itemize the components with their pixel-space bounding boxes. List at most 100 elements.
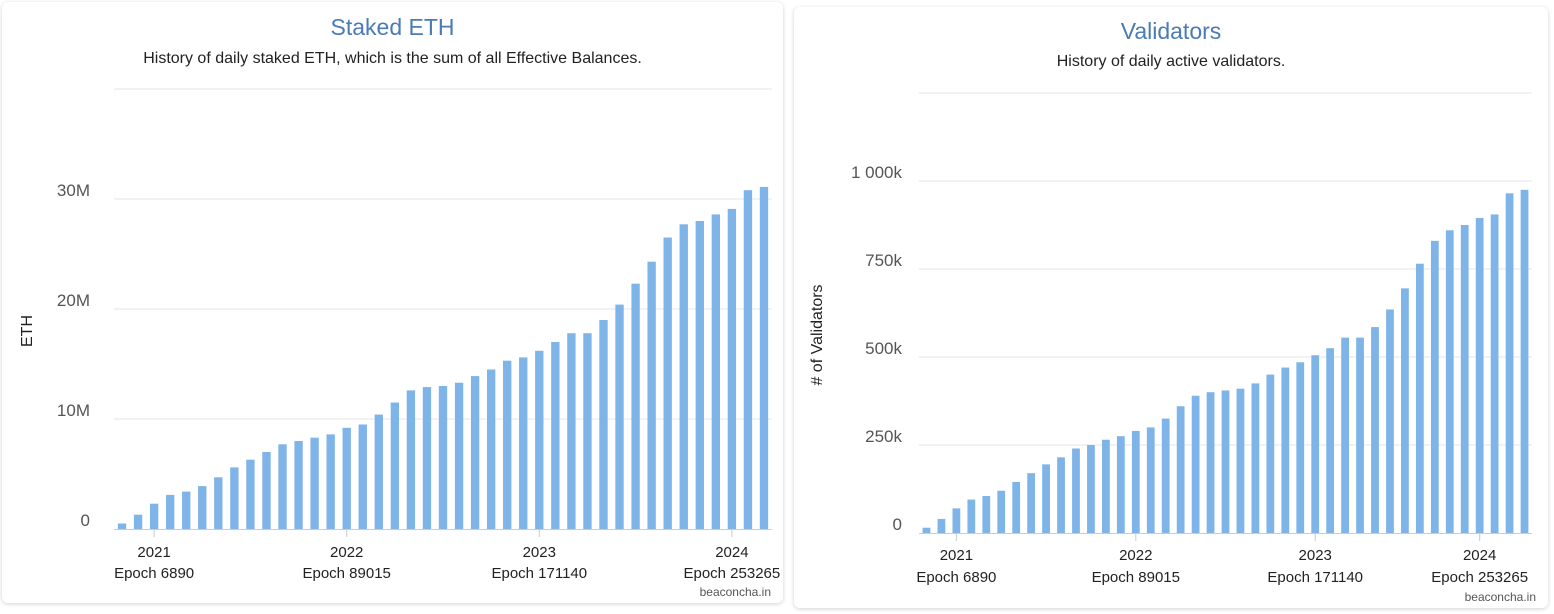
chart-bar xyxy=(214,477,223,529)
chart-bar xyxy=(1191,395,1200,533)
x-tick-year-label: 2024 xyxy=(715,544,748,561)
validators-chart-card: Validators History of daily active valid… xyxy=(794,7,1548,608)
chart-bar xyxy=(246,459,255,529)
chart-bar xyxy=(470,376,480,529)
chart-bar xyxy=(454,382,464,529)
chart-bar xyxy=(1430,240,1439,533)
y-tick-label: 0 xyxy=(893,515,902,534)
chart-bar xyxy=(133,514,143,529)
chart-bar xyxy=(1475,217,1484,533)
x-tick-epoch-label: Epoch 6890 xyxy=(916,569,996,586)
chart-bar xyxy=(1116,436,1125,533)
chart-bar xyxy=(262,452,271,529)
chart-bar xyxy=(599,320,608,529)
y-tick-label: 10M xyxy=(57,401,90,420)
x-tick-epoch-label: Epoch 89015 xyxy=(302,565,390,582)
chart-bar xyxy=(1251,383,1260,533)
chart-bar xyxy=(1176,406,1185,533)
chart-bar xyxy=(1415,263,1424,533)
chart-bar xyxy=(503,360,512,529)
chart-bar xyxy=(117,523,127,529)
chart-bar xyxy=(647,261,656,529)
chart-bar xyxy=(1236,388,1245,533)
chart-bar xyxy=(535,350,544,529)
chart-bar xyxy=(1131,430,1140,533)
chart-bar xyxy=(230,467,239,529)
chart-bar xyxy=(743,190,753,529)
chart-bar xyxy=(1445,230,1454,533)
chart-bar xyxy=(1371,327,1379,533)
chart-subtitle: History of daily staked ETH, which is th… xyxy=(143,50,642,67)
chart-bar xyxy=(1460,225,1469,533)
chart-bar xyxy=(1386,309,1394,533)
y-tick-label: 30M xyxy=(57,181,90,200)
chart-bar xyxy=(1102,439,1110,533)
chart-bar xyxy=(519,357,528,529)
chart-bar xyxy=(358,424,367,529)
y-tick-label: 750k xyxy=(865,251,902,270)
chart-bar xyxy=(1326,348,1335,533)
chart-bar xyxy=(631,283,640,529)
x-tick-year-label: 2021 xyxy=(940,547,973,564)
x-tick-year-label: 2022 xyxy=(330,544,363,561)
chart-bar xyxy=(922,527,931,533)
x-tick-epoch-label: Epoch 171140 xyxy=(491,565,587,582)
x-tick-year-label: 2023 xyxy=(523,544,556,561)
y-tick-label: 20M xyxy=(57,291,90,310)
chart-bar xyxy=(182,491,191,529)
chart-bar xyxy=(326,434,335,529)
chart-credit[interactable]: beaconcha.in xyxy=(699,585,771,599)
chart-bar xyxy=(310,437,319,529)
chart-bar xyxy=(1027,473,1036,533)
chart-bar xyxy=(1296,362,1305,533)
chart-bar xyxy=(374,414,383,529)
staked-eth-bar-chart: 0 10M 20M 30M 2021 Epoch 6890 2022 Epoch 89015 2… xyxy=(19,88,780,582)
chart-credit[interactable]: beaconcha.in xyxy=(1464,590,1536,604)
chart-bar xyxy=(583,333,592,529)
x-tick-epoch-label: Epoch 89015 xyxy=(1092,569,1180,586)
chart-bar xyxy=(1012,481,1021,533)
chart-bar xyxy=(294,441,303,529)
y-axis-title: ETH xyxy=(19,315,36,347)
chart-bar xyxy=(567,333,576,529)
chart-bar xyxy=(711,214,721,529)
x-tick-year-label: 2024 xyxy=(1463,547,1496,564)
chart-bar xyxy=(1146,427,1155,533)
chart-bar xyxy=(615,304,624,529)
chart-bar xyxy=(1341,337,1349,533)
y-axis-title: # of Validators xyxy=(809,284,826,385)
chart-bar xyxy=(438,386,448,529)
chart-bar xyxy=(149,503,159,529)
chart-bar xyxy=(278,444,287,529)
chart-bar xyxy=(982,496,991,533)
chart-title: Validators xyxy=(1120,18,1222,44)
chart-bar xyxy=(166,494,175,529)
chart-bar xyxy=(727,208,737,529)
chart-bar xyxy=(1356,337,1364,533)
chart-bar xyxy=(1057,457,1065,533)
chart-bar xyxy=(486,369,496,529)
chart-title: Staked ETH xyxy=(330,14,455,40)
chart-bar xyxy=(663,237,672,529)
x-tick-year-label: 2023 xyxy=(1299,547,1332,564)
chart-bar xyxy=(1266,374,1275,533)
staked-eth-chart-card: Staked ETH History of daily staked ETH, … xyxy=(2,2,783,603)
x-tick-epoch-label: Epoch 253265 xyxy=(1431,569,1528,586)
y-tick-label: 1 000k xyxy=(851,163,903,182)
chart-bar xyxy=(406,390,416,529)
x-tick-year-label: 2022 xyxy=(1119,547,1152,564)
chart-bar xyxy=(695,221,704,529)
y-tick-label: 500k xyxy=(865,339,902,358)
chart-bar xyxy=(551,342,560,529)
y-tick-label: 0 xyxy=(81,511,90,530)
chart-bar xyxy=(967,499,976,533)
x-tick-epoch-label: Epoch 171140 xyxy=(1267,569,1363,586)
chart-bar xyxy=(1206,392,1215,533)
chart-bar xyxy=(997,490,1006,533)
validators-bar-chart: 0 250k 500k 750k 1 000k 2021 Epoch 6890 2022 Epo… xyxy=(809,92,1532,586)
chart-subtitle: History of daily active validators. xyxy=(1056,53,1286,70)
chart-bar xyxy=(759,186,769,529)
x-tick-epoch-label: Epoch 6890 xyxy=(114,565,194,582)
chart-bar xyxy=(1087,445,1095,533)
chart-bar xyxy=(1490,214,1499,533)
